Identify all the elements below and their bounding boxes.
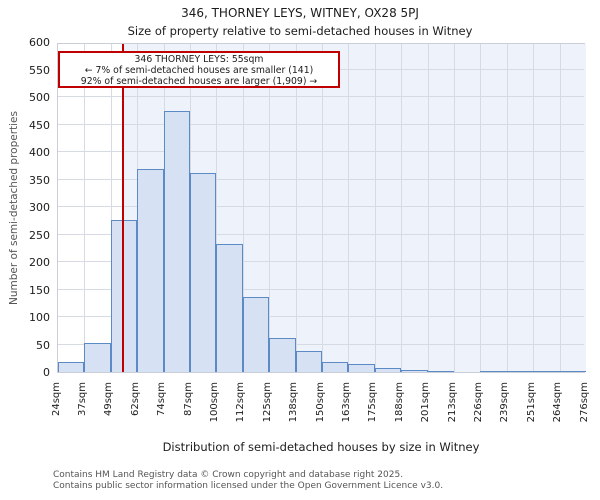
gridline-horizontal bbox=[58, 206, 584, 207]
x-tick-label: 201sqm bbox=[420, 382, 432, 423]
y-tick-label: 450 bbox=[29, 118, 50, 132]
x-tick-label: 251sqm bbox=[525, 382, 537, 423]
histogram-bar bbox=[110, 219, 138, 372]
histogram-bar bbox=[190, 172, 217, 372]
x-tick-label: 188sqm bbox=[393, 382, 405, 423]
gridline-vertical bbox=[216, 44, 218, 372]
gridline-horizontal bbox=[58, 261, 584, 262]
histogram-bar bbox=[348, 364, 375, 372]
gridline-vertical bbox=[242, 44, 244, 372]
x-tick-label: 62sqm bbox=[129, 382, 141, 417]
y-tick-label: 50 bbox=[36, 338, 50, 352]
y-tick-label: 150 bbox=[29, 283, 50, 297]
footer-line-2: Contains public sector information licen… bbox=[53, 480, 444, 491]
histogram-bar bbox=[242, 297, 270, 372]
y-tick-label: 400 bbox=[29, 146, 50, 159]
gridline-vertical bbox=[401, 44, 403, 372]
x-tick-label: 24sqm bbox=[50, 382, 62, 417]
histogram-bar bbox=[269, 338, 296, 372]
gridline-horizontal bbox=[58, 151, 584, 152]
y-tick-label: 200 bbox=[29, 256, 50, 269]
gridline-vertical bbox=[559, 44, 561, 372]
gridline-horizontal bbox=[58, 233, 584, 235]
gridline-horizontal bbox=[58, 288, 584, 290]
histogram-bar bbox=[163, 111, 190, 372]
x-tick-label: 276sqm bbox=[578, 382, 590, 423]
gridline-vertical bbox=[84, 44, 86, 372]
histogram-bar bbox=[533, 371, 560, 372]
histogram-bar bbox=[401, 370, 428, 372]
x-tick-label: 112sqm bbox=[235, 382, 247, 423]
y-tick-label: 300 bbox=[29, 201, 50, 214]
gridline-vertical bbox=[269, 44, 271, 372]
x-tick-label: 87sqm bbox=[182, 382, 194, 417]
gridline-vertical bbox=[295, 44, 297, 372]
histogram-bar bbox=[295, 350, 322, 372]
histogram-bar bbox=[374, 367, 402, 372]
page-title: 346, THORNEY LEYS, WITNEY, OX28 5PJ bbox=[181, 6, 419, 20]
histogram-bar bbox=[137, 168, 164, 372]
x-tick-label: 175sqm bbox=[367, 382, 379, 423]
annotation-line-1: 346 THORNEY LEYS: 55sqm bbox=[134, 54, 264, 65]
x-tick-label: 226sqm bbox=[472, 382, 484, 423]
x-axis-label: Distribution of semi-detached houses by … bbox=[162, 440, 480, 454]
chart-subtitle: Size of property relative to semi-detach… bbox=[127, 24, 473, 38]
x-tick-label: 264sqm bbox=[552, 382, 564, 423]
gridline-horizontal bbox=[58, 123, 584, 125]
gridline-horizontal bbox=[58, 178, 584, 180]
y-tick-label: 0 bbox=[43, 366, 50, 379]
x-tick-label: 37sqm bbox=[76, 382, 88, 417]
x-tick-label: 74sqm bbox=[156, 382, 168, 417]
annotation-box: 346 THORNEY LEYS: 55sqm ← 7% of semi-det… bbox=[58, 51, 340, 88]
gridline-horizontal bbox=[58, 343, 584, 345]
y-tick-label: 250 bbox=[29, 228, 50, 242]
histogram-bar bbox=[58, 362, 85, 372]
histogram-bar bbox=[506, 371, 534, 372]
x-tick-label: 239sqm bbox=[499, 382, 511, 423]
plot-area: 346 THORNEY LEYS: 55sqm ← 7% of semi-det… bbox=[57, 43, 586, 373]
x-tick-label: 138sqm bbox=[288, 382, 300, 423]
gridline-vertical bbox=[322, 44, 323, 372]
gridline-vertical bbox=[427, 44, 429, 372]
y-tick-label: 550 bbox=[29, 63, 50, 77]
y-tick-label: 600 bbox=[29, 36, 50, 49]
gridline-vertical bbox=[374, 44, 376, 372]
gridline-vertical bbox=[480, 44, 482, 372]
histogram-bar bbox=[427, 371, 454, 372]
subject-property-marker-line bbox=[121, 44, 124, 372]
histogram-bar bbox=[84, 342, 111, 372]
x-tick-label: 125sqm bbox=[261, 382, 273, 423]
x-tick-label: 163sqm bbox=[340, 382, 352, 423]
annotation-line-2: ← 7% of semi-detached houses are smaller… bbox=[84, 65, 314, 76]
footer-line-1: Contains HM Land Registry data © Crown c… bbox=[53, 470, 404, 480]
x-tick-label: 213sqm bbox=[446, 382, 458, 423]
gridline-vertical bbox=[110, 44, 112, 372]
histogram-bar bbox=[480, 371, 507, 372]
gridline-vertical bbox=[506, 44, 508, 372]
y-tick-label: 350 bbox=[29, 173, 50, 187]
gridline-vertical bbox=[533, 44, 535, 372]
annotation-line-3: 92% of semi-detached houses are larger (… bbox=[80, 76, 318, 87]
y-tick-label: 100 bbox=[29, 311, 50, 324]
x-tick-label: 100sqm bbox=[208, 382, 220, 423]
y-tick-label: 500 bbox=[29, 91, 50, 104]
histogram-bar bbox=[559, 371, 586, 372]
gridline-vertical bbox=[348, 44, 350, 372]
histogram-bar bbox=[216, 244, 243, 372]
attribution-footer: Contains HM Land Registry data © Crown c… bbox=[53, 470, 443, 491]
x-tick-label: 49sqm bbox=[103, 382, 115, 417]
x-tick-label: 150sqm bbox=[314, 382, 326, 423]
histogram-bar bbox=[322, 362, 349, 372]
gridline-horizontal bbox=[58, 316, 584, 317]
gridline-horizontal bbox=[58, 96, 584, 97]
gridline-vertical bbox=[454, 44, 455, 372]
